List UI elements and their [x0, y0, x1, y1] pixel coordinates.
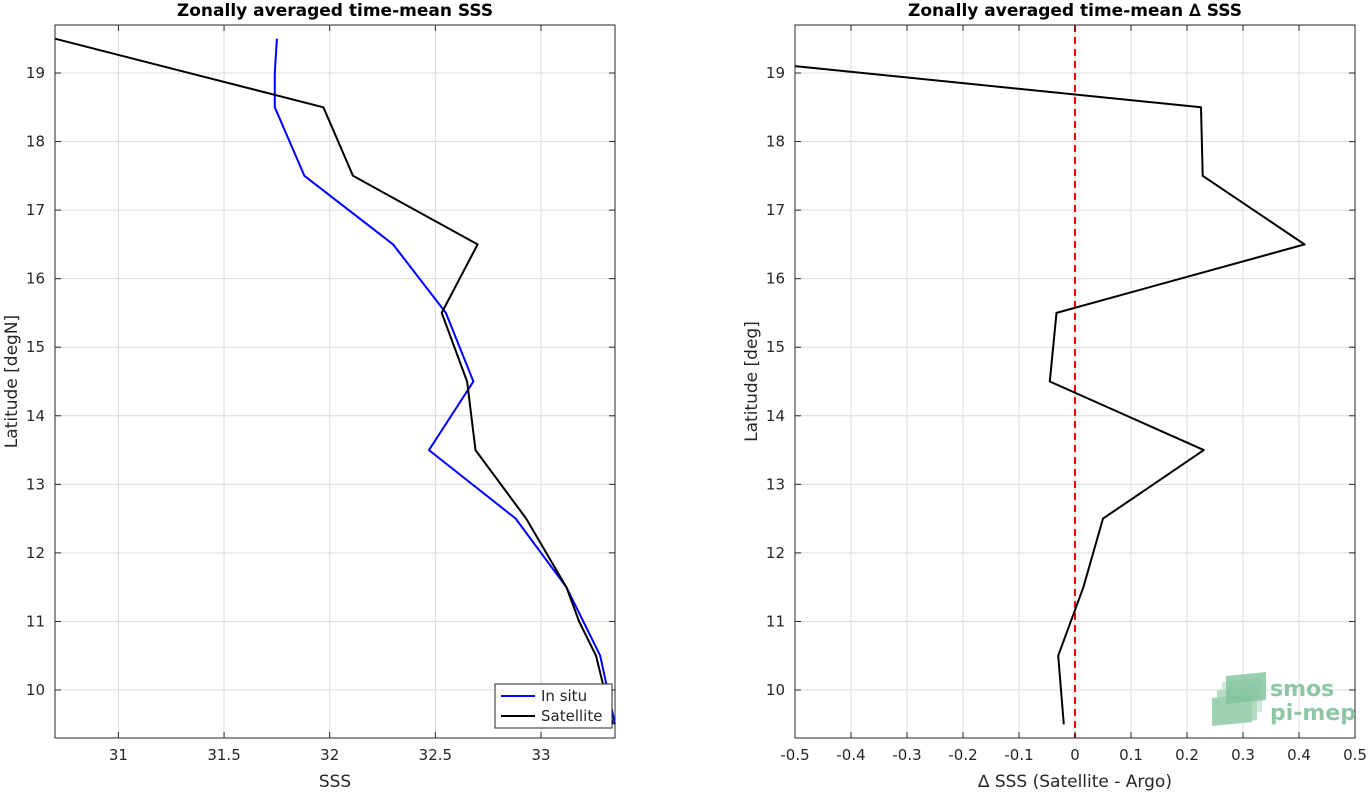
y-tick-label: 10 [766, 681, 785, 699]
y-tick-label: 10 [26, 681, 45, 699]
y-tick-label: 11 [26, 612, 45, 630]
x-tick-label: -0.1 [1004, 746, 1033, 764]
x-axis-label: ∆ SSS (Satellite - Argo) [977, 772, 1172, 792]
series-line-satellite [54, 37, 614, 725]
legend-label: Satellite [541, 707, 602, 725]
x-tick-label: 32.5 [419, 746, 452, 764]
x-axis-label: SSS [319, 772, 351, 792]
y-tick-label: 19 [26, 64, 45, 82]
x-tick-label: 32 [320, 746, 339, 764]
x-tick-label: 0.3 [1231, 746, 1255, 764]
y-axis-label: Latitude [deg] [742, 321, 762, 442]
x-tick-label: 0.1 [1119, 746, 1143, 764]
x-tick-label: 31.5 [207, 746, 240, 764]
smos-pimep-logo: smos pi-mep [1212, 672, 1356, 726]
logo-text-line1: smos [1270, 677, 1334, 702]
series-line-0 [794, 65, 1306, 725]
y-tick-label: 16 [766, 270, 785, 288]
x-tick-label: -0.4 [836, 746, 865, 764]
x-tick-label: 31 [109, 746, 128, 764]
x-tick-label: 0 [1070, 746, 1080, 764]
y-tick-label: 19 [766, 64, 785, 82]
y-tick-label: 13 [766, 475, 785, 493]
x-tick-label: -0.2 [948, 746, 977, 764]
chart-title: Zonally averaged time-mean SSS [177, 1, 493, 21]
legend-label: In situ [541, 687, 587, 705]
x-tick-label: 33 [531, 746, 550, 764]
logo-mark-icon [1212, 672, 1266, 726]
y-tick-label: 14 [766, 407, 785, 425]
y-tick-label: 17 [766, 201, 785, 219]
x-tick-label: 0.5 [1343, 746, 1367, 764]
y-tick-label: 15 [766, 338, 785, 356]
y-axis-label: Latitude [degN] [2, 315, 22, 448]
x-tick-label: 0.2 [1175, 746, 1199, 764]
y-tick-label: 17 [26, 201, 45, 219]
plot-area [55, 25, 615, 738]
y-tick-label: 18 [26, 133, 45, 151]
logo-text-line2: pi-mep [1270, 701, 1356, 726]
x-tick-label: -0.5 [780, 746, 809, 764]
sss-panel: 31 31.5 32 32.5 33 10 11 12 13 14 15 16 17 18 19 Zonall… [2, 1, 616, 792]
legend-box [494, 683, 613, 729]
chart-title: Zonally averaged time-mean ∆ SSS [908, 1, 1242, 21]
series-line-in-situ [273, 38, 616, 725]
y-tick-label: 11 [766, 612, 785, 630]
y-tick-label: 13 [26, 475, 45, 493]
delta-sss-panel: -0.5 -0.4 -0.3 -0.2 -0.1 0 0.1 0.2 0.3 0.4 0.5 10 11… [742, 1, 1367, 792]
y-tick-label: 15 [26, 338, 45, 356]
y-tick-label: 14 [26, 407, 45, 425]
x-tick-label: 0.4 [1287, 746, 1311, 764]
x-tick-label: -0.3 [892, 746, 921, 764]
y-tick-label: 18 [766, 133, 785, 151]
y-tick-label: 16 [26, 270, 45, 288]
legend: In situ Satellite [494, 683, 613, 729]
y-tick-label: 12 [26, 544, 45, 562]
axes-frame [54, 24, 616, 739]
y-tick-label: 12 [766, 544, 785, 562]
